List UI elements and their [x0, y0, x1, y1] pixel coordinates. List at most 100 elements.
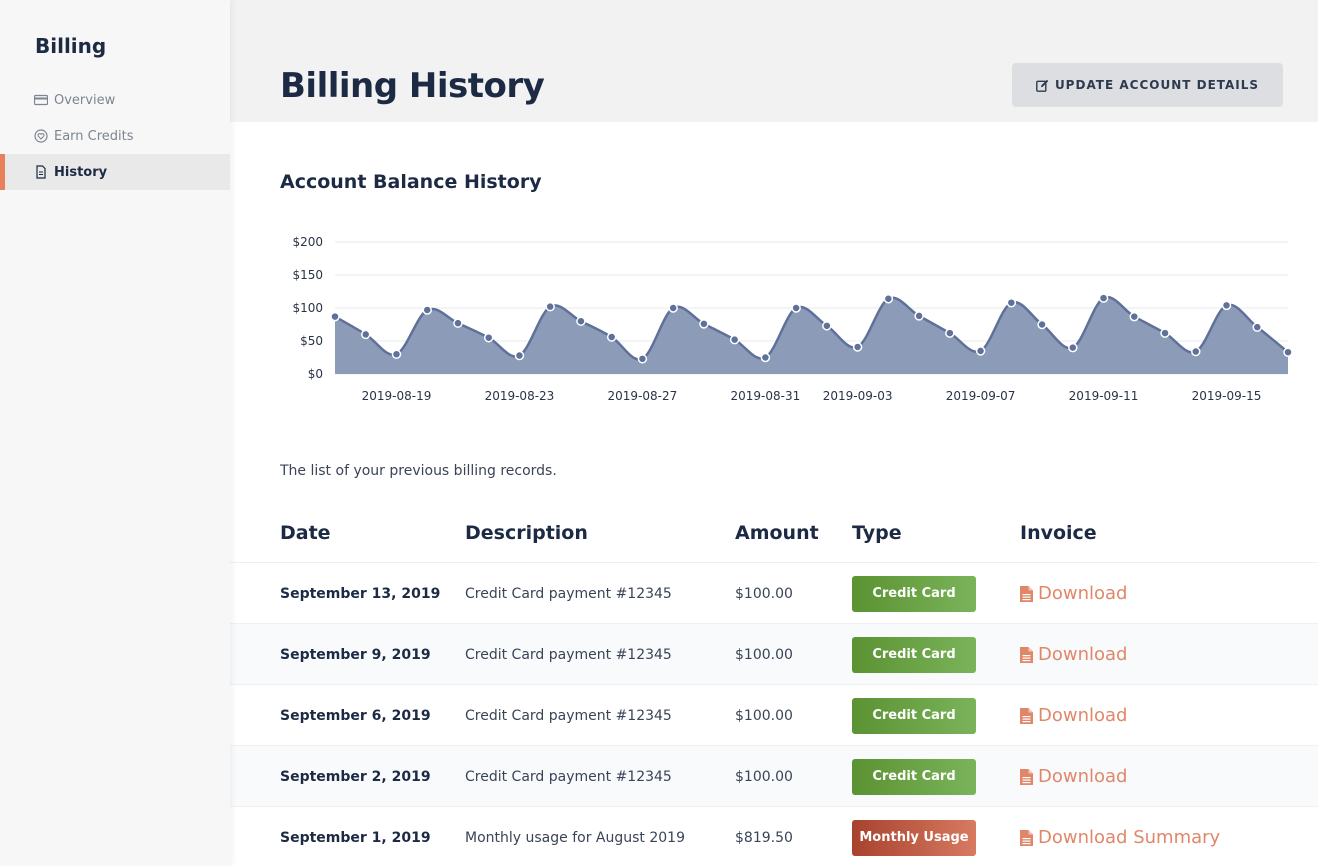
data-point	[1191, 346, 1201, 357]
sidebar-item-earn-credits[interactable]: Earn Credits	[0, 118, 230, 154]
table-row: September 6, 2019 Credit Card payment #1…	[230, 684, 1318, 745]
data-point	[330, 311, 340, 322]
download-label: Download	[1038, 644, 1128, 665]
row-date: September 1, 2019	[280, 829, 431, 846]
y-tick-label: $200	[292, 235, 323, 249]
y-tick-label: $0	[308, 367, 323, 381]
row-description: Credit Card payment #12345	[465, 585, 672, 602]
table-row: September 9, 2019 Credit Card payment #1…	[230, 623, 1318, 684]
update-account-details-button[interactable]: UPDATE ACCOUNT DETAILS	[1012, 63, 1283, 107]
file-icon	[1020, 646, 1033, 663]
download-link[interactable]: Download	[1020, 766, 1127, 787]
y-tick-label: $150	[292, 268, 323, 282]
download-link[interactable]: Download	[1020, 583, 1127, 604]
balance-chart: $0 $50 $100 $150 $200 2019-08-19 2019-08-23 201…	[280, 226, 1300, 416]
data-point	[1252, 322, 1263, 332]
row-date: September 13, 2019	[280, 585, 441, 602]
data-point	[1006, 297, 1017, 308]
sidebar-item-history[interactable]: History	[0, 154, 230, 190]
row-description: Credit Card payment #12345	[465, 707, 672, 724]
download-label: Download	[1038, 583, 1128, 604]
row-date: September 9, 2019	[280, 646, 431, 663]
column-header-description: Description	[465, 522, 588, 544]
sidebar-item-label: Overview	[54, 92, 116, 108]
data-point	[483, 332, 494, 343]
row-date: September 6, 2019	[280, 707, 431, 724]
type-badge: Credit Card	[852, 758, 976, 795]
x-tick-label: 2019-08-23	[485, 389, 555, 403]
row-date: September 2, 2019	[280, 768, 431, 785]
credit-card-icon	[34, 93, 48, 107]
data-point	[699, 319, 709, 329]
data-point	[514, 350, 525, 361]
heart-badge-icon	[34, 129, 48, 143]
data-point	[576, 316, 586, 326]
data-point	[422, 305, 432, 315]
balance-chart-svg: $0 $50 $100 $150 $200 2019-08-19 2019-08-23 201…	[292, 235, 1293, 403]
x-tick-label: 2019-08-31	[731, 389, 801, 403]
type-badge: Credit Card	[852, 697, 976, 734]
download-label: Download	[1038, 766, 1128, 787]
sidebar-title: Billing	[35, 34, 107, 58]
y-tick-label: $50	[300, 334, 323, 348]
type-badge: Credit Card	[852, 636, 976, 673]
column-header-date: Date	[280, 522, 331, 544]
table-row: September 2, 2019 Credit Card payment #1…	[230, 745, 1318, 806]
row-amount: $100.00	[735, 585, 793, 602]
download-link[interactable]: Download	[1020, 705, 1127, 726]
data-point	[668, 303, 678, 313]
edit-icon	[1036, 79, 1049, 92]
download-link[interactable]: Download	[1020, 644, 1127, 665]
data-point	[1068, 342, 1078, 353]
row-description: Credit Card payment #12345	[465, 768, 672, 785]
data-point	[852, 342, 863, 352]
data-point	[760, 352, 771, 363]
row-description: Credit Card payment #12345	[465, 646, 672, 663]
download-summary-link[interactable]: Download Summary	[1020, 827, 1220, 848]
data-point	[1221, 300, 1232, 311]
data-point	[545, 301, 555, 312]
page-title: Billing History	[280, 66, 545, 106]
data-point	[606, 332, 617, 342]
sidebar: Billing Overview Earn Credits History	[0, 0, 230, 866]
y-tick-label: $100	[292, 301, 323, 315]
type-badge: Credit Card	[852, 575, 976, 612]
table-header: Date Description Amount Type Invoice	[230, 522, 1318, 562]
data-point	[791, 303, 801, 313]
x-tick-label: 2019-09-11	[1069, 389, 1139, 403]
type-badge: Monthly Usage	[852, 819, 976, 856]
data-point	[1283, 347, 1293, 357]
list-description: The list of your previous billing record…	[280, 463, 557, 479]
update-button-label: UPDATE ACCOUNT DETAILS	[1054, 78, 1260, 92]
sidebar-item-label: History	[54, 164, 108, 180]
file-icon	[1020, 585, 1033, 602]
column-header-amount: Amount	[735, 522, 819, 544]
x-tick-label: 2019-09-07	[946, 389, 1016, 403]
x-tick-label: 2019-09-03	[823, 389, 893, 403]
data-point	[1160, 328, 1170, 338]
data-point	[914, 311, 924, 321]
file-icon	[1020, 768, 1033, 785]
x-tick-label: 2019-08-19	[362, 389, 432, 403]
data-point	[975, 346, 986, 356]
data-point	[883, 294, 894, 304]
data-point	[822, 321, 832, 331]
file-icon	[1020, 829, 1033, 846]
download-label: Download Summary	[1038, 827, 1221, 848]
data-point	[637, 354, 648, 364]
data-point	[1037, 319, 1047, 330]
chart-title: Account Balance History	[280, 171, 542, 193]
data-point	[360, 329, 371, 340]
column-header-invoice: Invoice	[1020, 522, 1097, 544]
data-point	[391, 349, 402, 359]
x-tick-label: 2019-09-15	[1192, 389, 1262, 403]
table-row: September 1, 2019 Monthly usage for Augu…	[230, 806, 1318, 866]
data-point	[1129, 311, 1140, 322]
balance-area	[335, 297, 1288, 374]
row-amount: $100.00	[735, 707, 793, 724]
data-point	[945, 328, 955, 338]
sidebar-item-overview[interactable]: Overview	[0, 82, 230, 118]
document-icon	[34, 165, 48, 179]
data-point	[729, 334, 740, 345]
sidebar-item-label: Earn Credits	[54, 128, 134, 144]
